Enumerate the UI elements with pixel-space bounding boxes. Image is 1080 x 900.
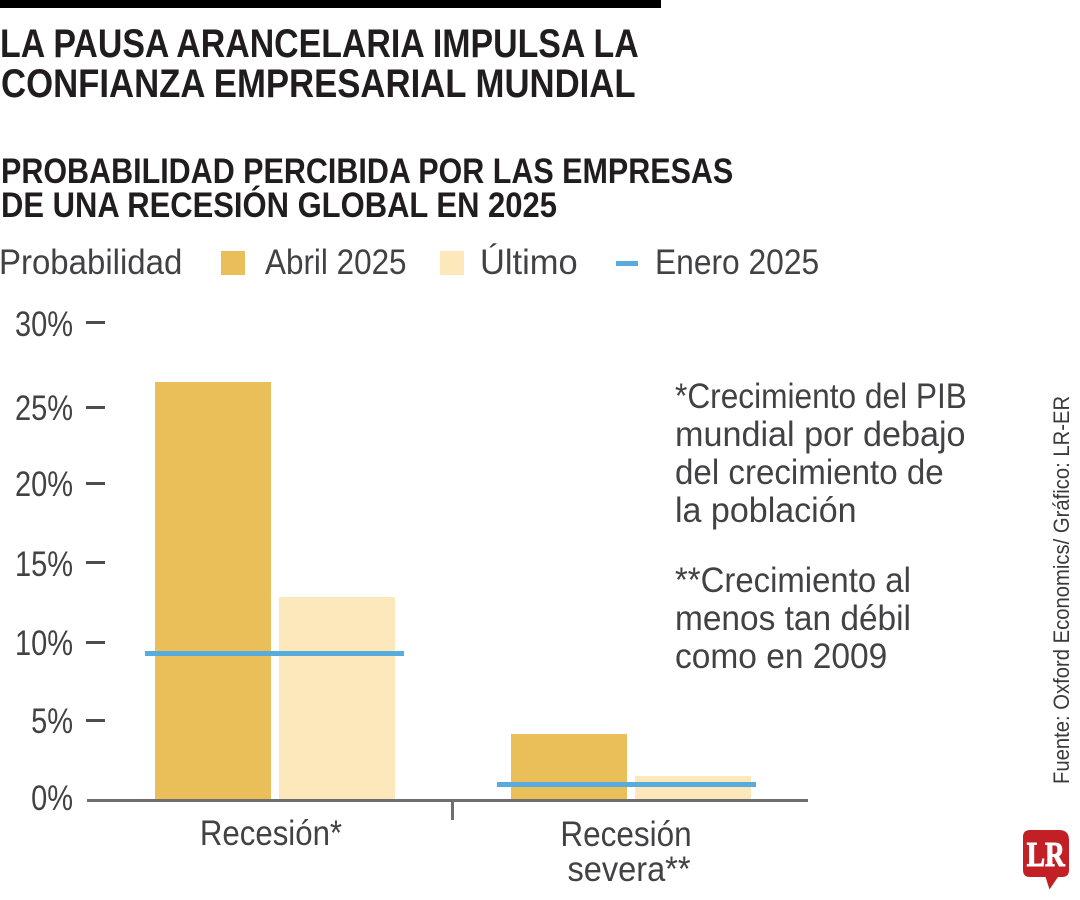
svg-text:LR: LR [1027, 835, 1066, 874]
